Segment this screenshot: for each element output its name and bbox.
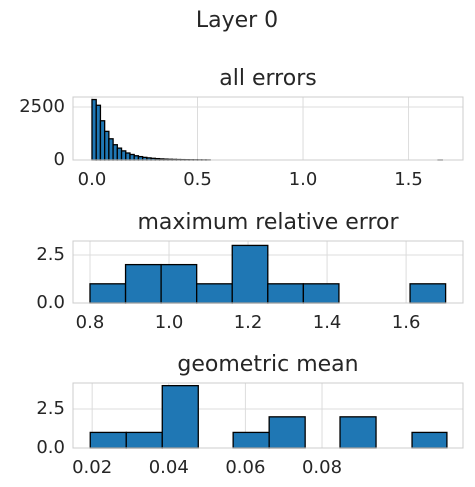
x-tick-label: 0.04	[149, 457, 189, 478]
x-tick-label: 0.02	[72, 457, 112, 478]
axis-title: all errors	[219, 66, 316, 91]
axes-frame	[72, 382, 464, 449]
x-tick-label: 0.5	[183, 169, 212, 190]
axes-frame	[72, 240, 464, 304]
bar	[89, 431, 127, 449]
bar	[268, 416, 306, 449]
y-tick-label: 2500	[19, 96, 65, 117]
bar	[161, 384, 199, 449]
bar	[409, 283, 447, 304]
x-tick-label: 1.5	[394, 169, 423, 190]
bar	[302, 283, 340, 304]
bar	[411, 431, 448, 449]
x-tick-label: 1.6	[392, 312, 421, 333]
x-tick-label: 1.0	[155, 312, 184, 333]
x-tick-label: 1.2	[234, 312, 263, 333]
figure-title: Layer 0	[196, 8, 278, 33]
bar	[125, 431, 163, 449]
x-tick-label: 0.08	[302, 457, 342, 478]
bar	[124, 263, 162, 304]
bar	[267, 283, 305, 304]
y-tick-label: 2.5	[36, 244, 65, 265]
bar	[160, 263, 198, 304]
x-tick-label: 1.4	[313, 312, 342, 333]
axes-frame	[72, 96, 464, 161]
y-tick-label: 2.5	[36, 398, 65, 419]
y-tick-label: 0.0	[36, 292, 65, 313]
axis-title: geometric mean	[177, 352, 358, 377]
x-tick-label: 0.8	[76, 312, 105, 333]
x-tick-label: 0.06	[225, 457, 265, 478]
y-tick-label: 0.0	[36, 437, 65, 458]
bar	[231, 244, 269, 304]
bar	[196, 283, 233, 304]
x-tick-label: 0.0	[78, 169, 107, 190]
bar	[89, 283, 127, 304]
axis-title: maximum relative error	[137, 210, 399, 235]
x-tick-label: 1.0	[289, 169, 318, 190]
y-tick-label: 0	[54, 149, 65, 170]
bar	[232, 431, 270, 449]
bar	[339, 416, 377, 449]
